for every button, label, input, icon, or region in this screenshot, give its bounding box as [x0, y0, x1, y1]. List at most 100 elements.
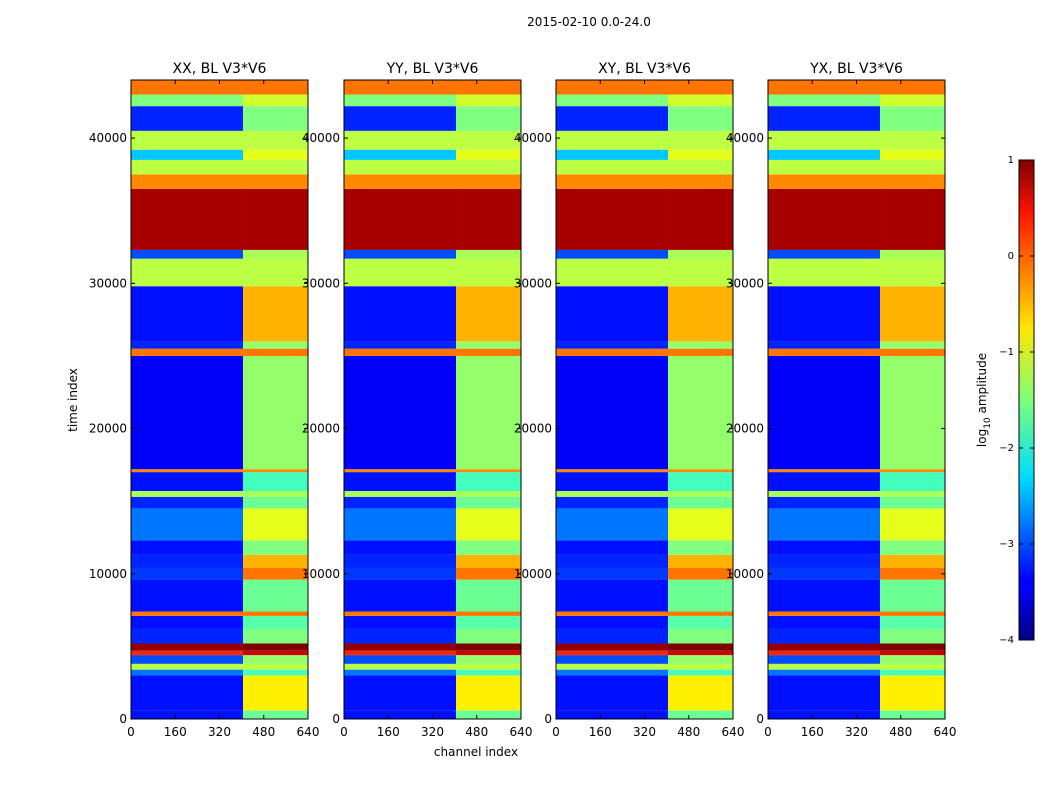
- heatmap-cell-left: [768, 650, 881, 656]
- x-tick-label: 0: [552, 725, 560, 739]
- heatmap-cell-left: [131, 355, 244, 470]
- x-tick-label: 0: [764, 725, 772, 739]
- colorbar-tick-label: −2: [999, 443, 1014, 454]
- heatmap-cell-left: [344, 188, 457, 250]
- heatmap-cell-band: [456, 643, 521, 651]
- heatmap-cell-band: [456, 628, 521, 644]
- heatmap-cell-band: [243, 286, 308, 342]
- heatmap-cell-band: [243, 258, 308, 287]
- heatmap-cell-left: [344, 490, 457, 497]
- heatmap-cell-left: [768, 540, 881, 555]
- panel-xy: XY, BL V3*V6 0 160 320 480 640 0 10000 20000 3000…: [514, 61, 745, 739]
- heatmap-cell-left: [768, 469, 881, 473]
- y-tick-label: 40000: [89, 131, 127, 145]
- heatmap-cell-left: [131, 472, 244, 491]
- heatmap-cell-left: [344, 650, 457, 656]
- heatmap-yy: [344, 80, 521, 719]
- heatmap-cell-left: [131, 540, 244, 555]
- heatmap-cell-band: [456, 472, 521, 491]
- heatmap-cell-left: [556, 159, 669, 175]
- heatmap-cell-band: [668, 341, 733, 349]
- heatmap-cell-band: [880, 496, 945, 509]
- heatmap-cell-band: [880, 611, 945, 616]
- heatmap-cell-left: [768, 188, 881, 250]
- heatmap-cell-band: [456, 650, 521, 656]
- heatmap-cell-left: [556, 615, 669, 629]
- heatmap-cell-band: [880, 650, 945, 656]
- heatmap-cell-band: [668, 258, 733, 287]
- heatmap-cell-band: [668, 472, 733, 491]
- heatmap-cell-band: [243, 628, 308, 644]
- heatmap-cell-left: [131, 188, 244, 250]
- x-tick-label: 480: [252, 725, 275, 739]
- heatmap-cell-band: [243, 249, 308, 259]
- heatmap-cell-band: [456, 490, 521, 497]
- heatmap-cell-band: [243, 130, 308, 150]
- heatmap-cell-left: [131, 655, 244, 664]
- heatmap-cell-band: [880, 80, 945, 95]
- heatmap-cell-band: [456, 540, 521, 555]
- heatmap-cell-band: [668, 675, 733, 711]
- heatmap-cell-band: [668, 355, 733, 470]
- heatmap-cell-band: [243, 80, 308, 95]
- heatmap-cell-left: [768, 675, 881, 711]
- heatmap-cell-left: [768, 149, 881, 160]
- heatmap-cell-left: [344, 663, 457, 670]
- heatmap-cell-band: [880, 675, 945, 711]
- panels-group: XX, BL V3*V6 0 160 320 480 640 0 10000 20000 3000…: [89, 61, 957, 739]
- colorbar-tick-label: 0: [1008, 251, 1014, 262]
- heatmap-cell-band: [668, 130, 733, 150]
- heatmap-cell-band: [880, 710, 945, 719]
- x-axis-label: channel index: [434, 745, 518, 759]
- heatmap-cell-left: [344, 567, 457, 580]
- heatmap-cell-band: [668, 567, 733, 580]
- heatmap-cell-left: [131, 106, 244, 131]
- heatmap-cell-band: [243, 663, 308, 670]
- heatmap-cell-left: [556, 258, 669, 287]
- colorbar-gradient: [1018, 159, 1035, 641]
- heatmap-cell-left: [344, 355, 457, 470]
- y-tick-label: 20000: [514, 422, 552, 436]
- heatmap-cell-left: [556, 286, 669, 342]
- colorbar-label: log10 amplitude: [975, 353, 993, 447]
- heatmap-cell-band: [243, 675, 308, 711]
- heatmap-cell-band: [243, 472, 308, 491]
- heatmap-cell-left: [556, 663, 669, 670]
- heatmap-cell-left: [556, 130, 669, 150]
- heatmap-cell-left: [131, 258, 244, 287]
- x-tick-label: 0: [127, 725, 135, 739]
- heatmap-cell-band: [880, 540, 945, 555]
- heatmap-cell-band: [880, 94, 945, 107]
- heatmap-cell-band: [880, 508, 945, 541]
- heatmap-cell-band: [880, 249, 945, 259]
- heatmap-cell-band: [880, 258, 945, 287]
- heatmap-cell-left: [344, 341, 457, 349]
- heatmap-cell-left: [131, 508, 244, 541]
- heatmap-cell-band: [880, 174, 945, 189]
- heatmap-cell-band: [456, 80, 521, 95]
- heatmap-cell-left: [768, 159, 881, 175]
- heatmap-cell-band: [456, 663, 521, 670]
- heatmap-cell-left: [556, 655, 669, 664]
- heatmap-cell-band: [880, 663, 945, 670]
- y-tick-label: 20000: [726, 422, 764, 436]
- heatmap-cell-left: [768, 249, 881, 259]
- heatmap-cell-band: [456, 496, 521, 509]
- heatmap-cell-band: [243, 554, 308, 568]
- heatmap-cell-left: [768, 655, 881, 664]
- heatmap-cell-left: [768, 258, 881, 287]
- heatmap-cell-band: [456, 348, 521, 356]
- heatmap-cell-band: [243, 341, 308, 349]
- heatmap-cell-left: [768, 174, 881, 189]
- heatmap-cell-left: [344, 496, 457, 509]
- heatmap-cell-band: [668, 286, 733, 342]
- heatmap-cell-band: [243, 579, 308, 612]
- heatmap-xy: [556, 80, 733, 719]
- heatmap-cell-band: [243, 159, 308, 175]
- heatmap-cell-left: [131, 496, 244, 509]
- heatmap-cell-band: [668, 669, 733, 676]
- y-tick-label: 30000: [302, 276, 340, 290]
- heatmap-cell-left: [768, 508, 881, 541]
- heatmap-cell-left: [344, 80, 457, 95]
- y-tick-label: 10000: [726, 567, 764, 581]
